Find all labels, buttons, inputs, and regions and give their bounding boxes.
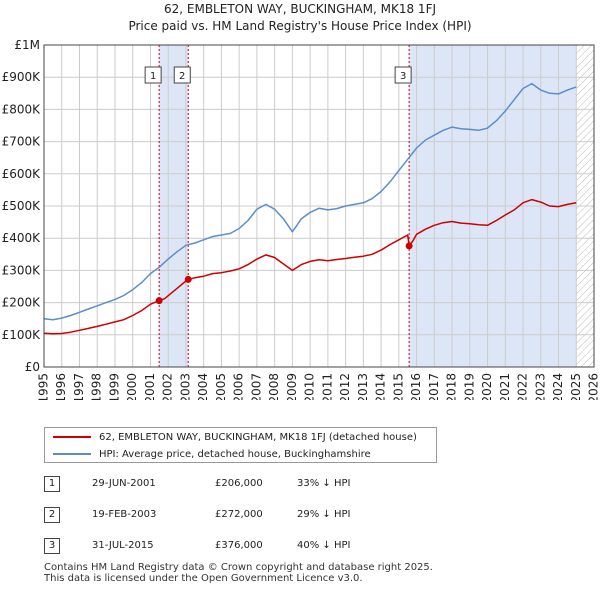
sale-point [405,242,413,250]
y-tick-label: £400K [2,231,42,245]
y-tick-label: £600K [2,167,42,181]
x-tick-label: 2021 [498,373,512,400]
y-tick-label: £500K [2,199,42,213]
y-tick-label: £100K [2,328,42,342]
x-tick-label: 2015 [391,373,405,400]
hpi-series-line [43,82,577,321]
marker-boxes: 1 2 3 [144,66,412,84]
marker-box [394,66,412,84]
x-tick-label: 2002 [161,373,175,400]
x-tick-label: 1997 [72,373,86,400]
x-tick-label: 2026 [587,373,600,400]
x-tick-label: 2023 [533,373,547,400]
x-tick-label: 2013 [356,373,370,400]
x-tick-label: 2019 [462,373,476,400]
y-tick-label: £200K [2,296,42,310]
marker-box-label: 1 [150,71,156,82]
x-tick-label: 2022 [516,373,530,400]
legend-item-hpi: HPI: Average price, detached house, Buck… [53,446,371,462]
transaction-number: 2 [44,507,60,523]
x-tick-label: 2018 [445,373,459,400]
legend-swatch-hpi [53,453,91,455]
x-tick-label: 2020 [480,373,494,400]
x-tick-label: 1996 [54,373,68,400]
legend-label-hpi: HPI: Average price, detached house, Buck… [99,448,371,460]
x-tick-label: 2001 [143,373,157,400]
x-axis-ticks: 1995 1996 1997 1998 1999 2000 2001 2002 2003 2004… [37,373,600,400]
marker-box [173,66,191,84]
transaction-date: 31-JUL-2015 [92,540,154,551]
sale-point [155,297,163,305]
transaction-price: £272,000 [215,509,263,520]
plot-area-border [43,44,595,368]
x-tick-label: 2025 [569,373,583,400]
x-tick-label: 2010 [303,373,317,400]
y-tick-label: £900K [2,70,42,84]
y-tick-label: £0 [25,360,40,374]
legend-swatch-price [53,436,91,438]
series-lines [43,82,577,335]
x-tick-label: 2003 [178,373,192,400]
x-tick-label: 2007 [249,373,263,400]
x-tick-label: 2004 [196,373,210,400]
x-tick-label: 2006 [232,373,246,400]
price-series-line [43,198,577,335]
y-tick-label: £800K [2,102,42,116]
transaction-hpi-diff: 33% ↓ HPI [297,478,351,489]
transaction-hpi-diff: 40% ↓ HPI [297,540,351,551]
footer-attribution: Contains HM Land Registry data © Crown c… [44,562,584,584]
x-tick-label: 1999 [107,373,121,400]
chart-subtitle: Price paid vs. HM Land Registry's House … [128,19,471,33]
sale-points [155,242,413,305]
x-tick-label: 2009 [285,373,299,400]
price-chart: 62, EMBLETON WAY, BUCKINGHAM, MK18 1FJ P… [2,2,600,400]
transaction-number: 1 [44,476,60,492]
x-tick-label: 1998 [90,373,104,400]
footer-copyright: Contains HM Land Registry data © Crown c… [44,562,433,573]
legend-item-price: 62, EMBLETON WAY, BUCKINGHAM, MK18 1FJ (… [53,429,417,445]
transaction-date: 19-FEB-2003 [92,509,157,520]
footer-license: This data is licensed under the Open Gov… [44,573,363,584]
y-tick-label: £700K [2,135,42,149]
x-tick-label: 2024 [551,373,565,400]
transaction-date: 29-JUN-2001 [92,478,156,489]
legend: 62, EMBLETON WAY, BUCKINGHAM, MK18 1FJ (… [44,427,437,463]
x-tick-label: 2016 [409,373,423,400]
x-tick-label: 2008 [267,373,281,400]
x-tick-label: 2005 [214,373,228,400]
marker-box [144,66,162,84]
transaction-price: £206,000 [215,478,263,489]
chart-title: 62, EMBLETON WAY, BUCKINGHAM, MK18 1FJ [164,2,436,16]
marker-lines [158,45,410,367]
sale-point [184,275,192,283]
y-tick-label: £300K [2,263,42,277]
x-tick-label: 2000 [125,373,139,400]
legend-label-price: 62, EMBLETON WAY, BUCKINGHAM, MK18 1FJ (… [99,431,417,443]
x-tick-label: 1995 [37,373,51,400]
y-axis-ticks: £0 £100K £200K £300K £400K £500K £600K £700K £80… [2,38,42,374]
transaction-number: 3 [44,538,60,554]
marker-box-label: 2 [179,71,185,82]
transaction-hpi-diff: 29% ↓ HPI [297,509,351,520]
y-tick-label: £1M [14,38,40,52]
x-tick-label: 2014 [374,373,388,400]
x-tick-label: 2012 [338,373,352,400]
x-tick-label: 2017 [427,373,441,400]
marker-box-label: 3 [400,71,406,82]
x-tick-label: 2011 [320,373,334,400]
transaction-price: £376,000 [215,540,263,551]
